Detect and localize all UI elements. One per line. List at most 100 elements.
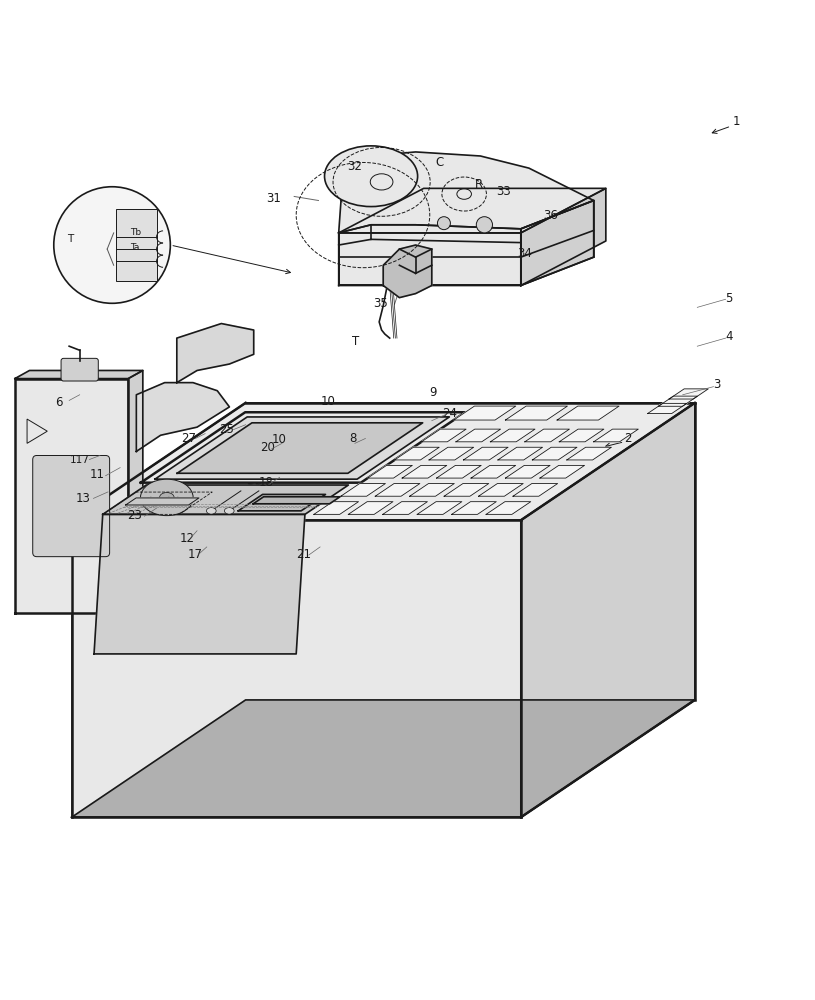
Polygon shape: [339, 225, 521, 285]
Text: 33: 33: [496, 185, 511, 198]
Polygon shape: [72, 700, 695, 817]
Text: 12: 12: [179, 532, 194, 545]
Polygon shape: [238, 494, 325, 511]
Polygon shape: [513, 484, 557, 496]
Polygon shape: [471, 465, 516, 478]
Text: 11: 11: [90, 468, 104, 481]
Text: 2: 2: [624, 432, 632, 445]
Polygon shape: [15, 370, 143, 379]
Polygon shape: [521, 403, 695, 817]
Polygon shape: [94, 514, 305, 654]
Polygon shape: [454, 406, 516, 420]
Polygon shape: [437, 465, 481, 478]
Text: 1: 1: [733, 115, 740, 128]
Text: 31: 31: [266, 192, 280, 205]
Polygon shape: [368, 465, 412, 478]
Polygon shape: [126, 498, 199, 505]
Polygon shape: [103, 485, 348, 514]
Circle shape: [54, 187, 170, 303]
Polygon shape: [375, 484, 420, 496]
Text: 21: 21: [296, 548, 311, 561]
Polygon shape: [452, 502, 496, 514]
Polygon shape: [421, 429, 466, 442]
Text: 3: 3: [713, 378, 720, 391]
Polygon shape: [177, 324, 253, 383]
Polygon shape: [464, 447, 508, 460]
Polygon shape: [402, 465, 447, 478]
Polygon shape: [410, 484, 454, 496]
Ellipse shape: [140, 479, 193, 516]
Ellipse shape: [160, 493, 174, 502]
Polygon shape: [155, 417, 449, 479]
Text: 117: 117: [70, 455, 90, 465]
Polygon shape: [505, 465, 550, 478]
Text: 13: 13: [76, 492, 90, 505]
Text: 10: 10: [321, 395, 336, 408]
Polygon shape: [341, 484, 385, 496]
Polygon shape: [559, 429, 604, 442]
Text: 34: 34: [517, 247, 531, 260]
Circle shape: [438, 217, 451, 230]
Polygon shape: [383, 502, 427, 514]
Polygon shape: [429, 447, 474, 460]
FancyBboxPatch shape: [61, 358, 99, 381]
Polygon shape: [444, 484, 489, 496]
Text: 27: 27: [181, 432, 196, 445]
Text: 17: 17: [187, 548, 202, 561]
Polygon shape: [417, 502, 462, 514]
Polygon shape: [478, 484, 523, 496]
Text: 9: 9: [430, 386, 437, 399]
Polygon shape: [505, 406, 567, 420]
Polygon shape: [177, 423, 423, 473]
Polygon shape: [394, 447, 439, 460]
Ellipse shape: [324, 146, 417, 207]
Text: 32: 32: [347, 160, 362, 173]
Polygon shape: [593, 429, 638, 442]
FancyBboxPatch shape: [33, 455, 110, 557]
Polygon shape: [669, 389, 708, 399]
Polygon shape: [383, 245, 432, 298]
Polygon shape: [532, 447, 577, 460]
Polygon shape: [648, 403, 687, 414]
Polygon shape: [72, 403, 695, 520]
Polygon shape: [521, 201, 593, 285]
Text: C: C: [436, 156, 444, 169]
Polygon shape: [339, 188, 606, 233]
Polygon shape: [339, 233, 521, 285]
Text: 23: 23: [127, 509, 143, 522]
Polygon shape: [540, 465, 584, 478]
Polygon shape: [557, 406, 619, 420]
Polygon shape: [348, 502, 393, 514]
Polygon shape: [498, 447, 543, 460]
Text: 5: 5: [725, 292, 733, 305]
Circle shape: [476, 217, 492, 233]
Polygon shape: [72, 520, 521, 817]
Text: 6: 6: [55, 396, 63, 409]
Polygon shape: [491, 429, 535, 442]
Text: 36: 36: [544, 209, 558, 222]
Polygon shape: [128, 370, 143, 613]
Text: Tb: Tb: [130, 228, 141, 237]
Polygon shape: [566, 447, 611, 460]
Polygon shape: [486, 502, 531, 514]
Text: Ta: Ta: [130, 243, 139, 252]
Polygon shape: [525, 429, 570, 442]
Text: 20: 20: [260, 441, 275, 454]
Polygon shape: [659, 396, 698, 406]
Text: 10: 10: [272, 433, 287, 446]
Ellipse shape: [224, 508, 234, 514]
Text: 4: 4: [725, 330, 734, 343]
Text: T: T: [352, 335, 359, 348]
Polygon shape: [15, 379, 128, 613]
Ellipse shape: [206, 508, 216, 514]
Text: R: R: [474, 178, 482, 191]
Text: 18: 18: [258, 476, 274, 489]
Polygon shape: [314, 502, 359, 514]
Text: 25: 25: [219, 423, 234, 436]
Text: 35: 35: [373, 297, 388, 310]
Polygon shape: [456, 429, 500, 442]
Text: 24: 24: [443, 407, 457, 420]
Text: T: T: [67, 234, 73, 244]
Polygon shape: [253, 497, 340, 504]
Polygon shape: [339, 152, 593, 233]
